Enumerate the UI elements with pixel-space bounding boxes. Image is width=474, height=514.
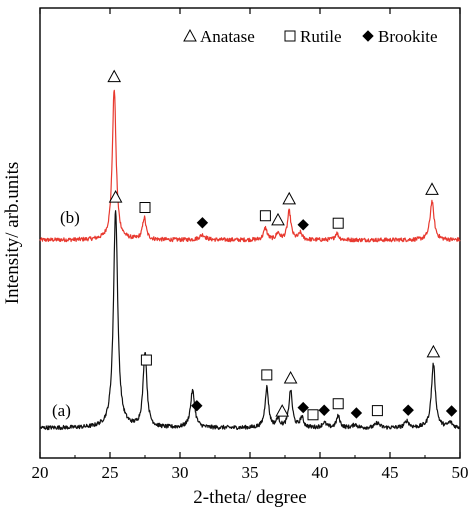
x-tick-label: 30 (172, 463, 189, 482)
rutile-marker (259, 210, 271, 222)
anatase-marker (282, 191, 297, 205)
x-axis-title: 2-theta/ degree (193, 487, 306, 508)
brookite-marker (445, 405, 458, 417)
rutile-marker (261, 369, 273, 381)
brookite-marker (350, 407, 363, 419)
brookite-marker (297, 219, 309, 231)
anatase-marker (425, 182, 439, 195)
brookite-marker (191, 400, 203, 412)
rutile-marker (332, 398, 344, 410)
legend-label: Anatase (200, 27, 255, 46)
series-label-a: (a) (52, 401, 71, 420)
x-tick-label: 50 (452, 463, 469, 482)
x-tick-label: 35 (242, 463, 259, 482)
y-axis-title: Intensity/ arb.units (2, 162, 23, 304)
series-traces (39, 89, 461, 431)
rutile-marker (139, 202, 151, 214)
x-tick-label: 25 (102, 463, 119, 482)
rutile-marker (307, 409, 319, 421)
rutile-marker (332, 217, 344, 229)
x-tick-label: 20 (32, 463, 49, 482)
anatase-marker (271, 212, 285, 226)
anatase-marker (275, 404, 290, 417)
phase-markers (107, 69, 458, 421)
series-label-b: (b) (60, 208, 80, 227)
rutile-marker (371, 405, 383, 417)
series-line (39, 89, 461, 243)
x-tick-label: 45 (382, 463, 399, 482)
rutile-marker (140, 354, 152, 366)
legend-label: Rutile (300, 27, 342, 46)
anatase-marker (107, 69, 122, 83)
anatase-marker (283, 370, 298, 384)
x-tick-label: 40 (312, 463, 329, 482)
brookite-marker (297, 401, 309, 414)
brookite-marker (196, 217, 209, 229)
anatase-marker (183, 28, 197, 42)
anatase-marker (108, 190, 123, 203)
legend-label: Brookite (378, 27, 438, 46)
brookite-marker (402, 404, 414, 416)
brookite-marker (362, 30, 374, 42)
legend: Anatase Rutile Brookite (183, 27, 438, 46)
brookite-marker (318, 404, 330, 416)
anatase-marker (426, 344, 441, 358)
rutile-marker (284, 30, 296, 42)
x-axis-ticks: 20 25 30 35 40 45 50 (32, 8, 469, 482)
series-line (39, 210, 461, 431)
